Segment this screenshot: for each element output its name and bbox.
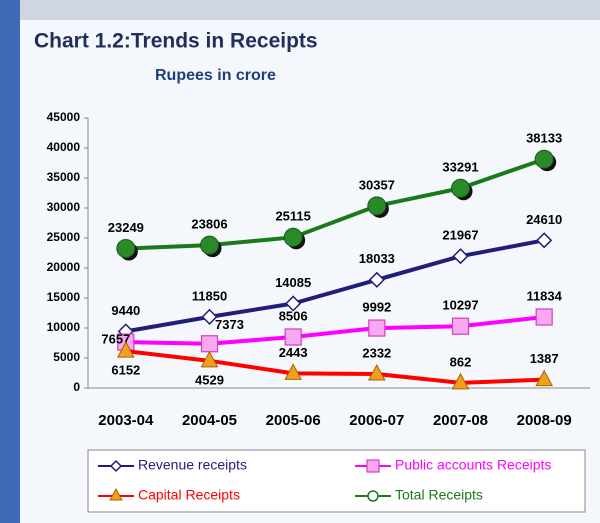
x-tick-label: 2008-09: [517, 412, 572, 429]
marker: [367, 196, 387, 216]
y-tick-label: 40000: [47, 140, 81, 154]
series-line: [125, 238, 545, 334]
marker: [109, 459, 123, 473]
marker: [284, 363, 303, 380]
series-line: [125, 315, 545, 346]
data-label: 33291: [442, 160, 478, 175]
data-label: 7373: [215, 317, 244, 332]
marker: [368, 271, 385, 288]
data-label: 2332: [362, 345, 391, 360]
data-label: 21967: [442, 228, 478, 243]
x-tick-label: 2005-06: [266, 412, 321, 429]
x-tick-label: 2003-04: [98, 412, 154, 429]
series-line: [125, 349, 545, 385]
side-stripe: [0, 0, 20, 523]
data-label: 18033: [359, 251, 395, 266]
marker: [285, 295, 302, 312]
data-label: 9440: [111, 303, 140, 318]
data-label: 2443: [279, 345, 308, 360]
chart-title: Chart 1.2:Trends in Receipts: [34, 30, 318, 53]
legend-label: Public accounts Receipts: [395, 457, 551, 473]
data-label: 38133: [526, 131, 562, 146]
data-label: 11834: [526, 288, 562, 303]
legend-box: [87, 449, 586, 513]
y-tick-label: 20000: [47, 260, 81, 274]
y-tick-label: 35000: [47, 170, 81, 184]
marker: [535, 369, 554, 387]
marker: [367, 490, 379, 502]
marker: [368, 319, 386, 337]
data-label: 25115: [275, 209, 310, 224]
y-tick-label: 10000: [47, 320, 81, 334]
data-label: 11850: [192, 288, 227, 303]
x-tick-label: 2007-08: [433, 412, 488, 429]
data-label: 14085: [275, 275, 311, 290]
chart-subtitle: Rupees in crore: [155, 67, 276, 84]
marker: [284, 328, 302, 346]
marker: [201, 308, 218, 325]
marker: [452, 248, 469, 265]
marker: [536, 232, 553, 249]
marker: [200, 350, 219, 368]
x-tick-label: 2006-07: [349, 412, 404, 429]
data-label: 9992: [362, 299, 391, 314]
marker: [109, 487, 123, 501]
data-label: 862: [450, 354, 472, 369]
data-label: 8506: [279, 308, 308, 323]
marker: [366, 459, 380, 473]
marker: [283, 227, 303, 247]
legend-label: Total Receipts: [395, 487, 483, 503]
data-label: 30357: [359, 177, 395, 192]
data-label: 10297: [442, 298, 478, 313]
marker: [200, 235, 219, 255]
panel: [20, 20, 600, 523]
marker: [535, 308, 553, 326]
y-tick-label: 15000: [47, 290, 81, 304]
marker: [451, 317, 470, 335]
x-tick-label: 2004-05: [182, 412, 237, 429]
marker: [451, 178, 470, 198]
y-tick-label: 25000: [47, 230, 81, 244]
data-label: 1387: [530, 351, 559, 366]
marker: [116, 239, 136, 259]
y-tick-label: 0: [73, 380, 80, 394]
data-label: 23249: [108, 220, 144, 235]
data-label: 24610: [526, 212, 562, 227]
series-line: [125, 157, 545, 251]
data-label: 6152: [111, 363, 140, 378]
y-tick-label: 30000: [47, 200, 81, 214]
marker: [200, 335, 219, 353]
data-label: 4529: [195, 372, 224, 387]
y-tick-label: 45000: [47, 110, 81, 124]
marker: [116, 341, 135, 358]
marker: [367, 363, 386, 381]
marker: [451, 372, 470, 390]
legend-label: Capital Receipts: [138, 487, 240, 503]
data-label: 7657: [101, 331, 130, 346]
marker: [534, 149, 554, 169]
y-tick-label: 5000: [53, 350, 80, 364]
data-label: 23806: [191, 217, 227, 232]
legend-label: Revenue receipts: [138, 457, 247, 473]
